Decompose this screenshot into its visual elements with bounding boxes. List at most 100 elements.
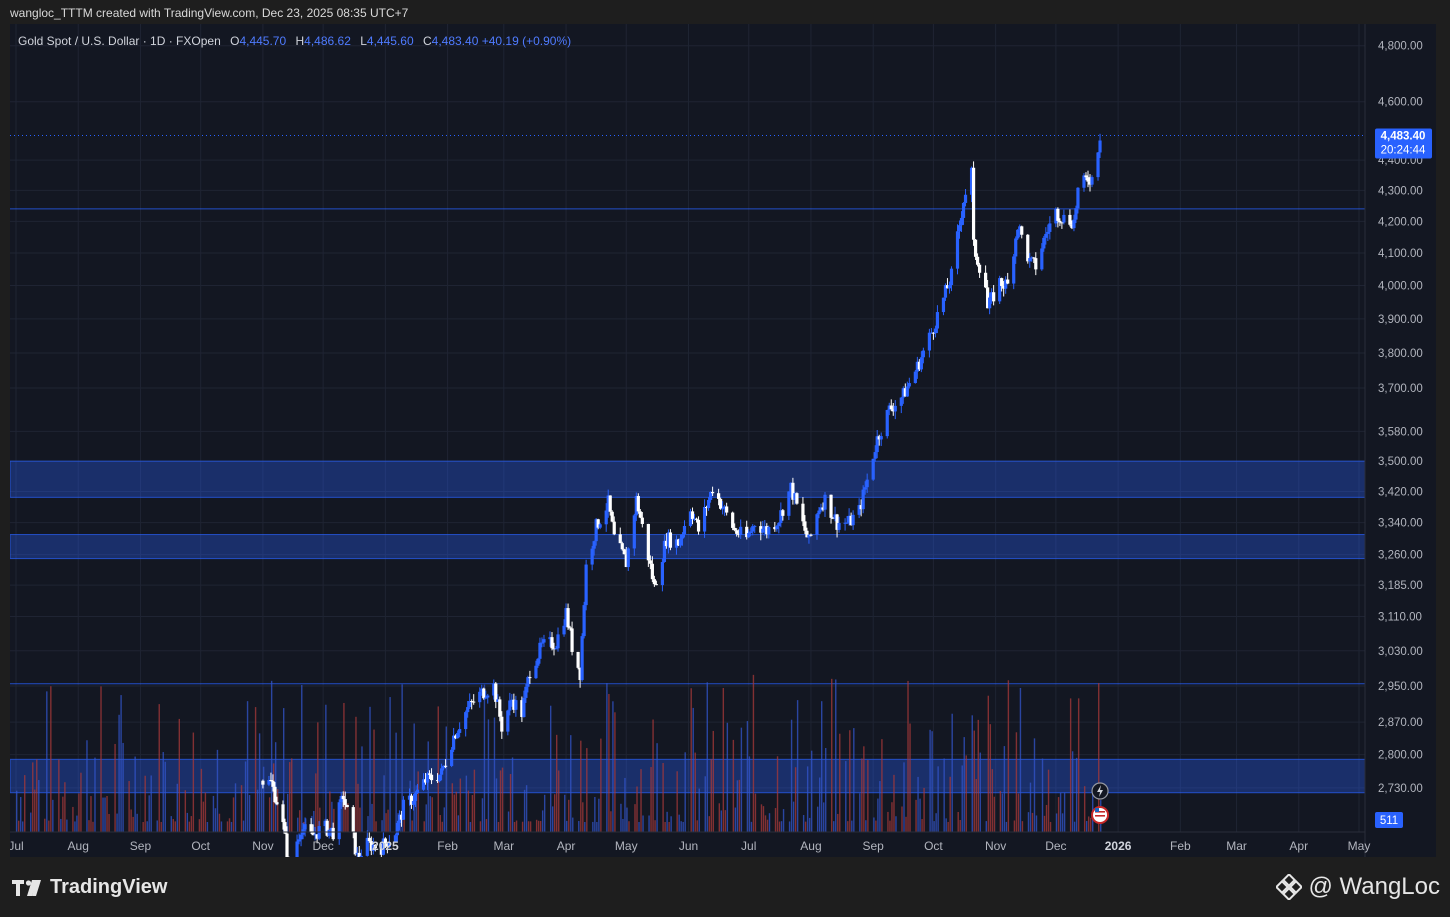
- volume-bar: [122, 742, 124, 832]
- volume-bar: [907, 680, 909, 832]
- candle-body: [454, 735, 458, 739]
- candle-body: [935, 312, 940, 329]
- volume-bar: [66, 819, 68, 832]
- volume-bar: [556, 734, 558, 832]
- volume-bar: [823, 802, 825, 832]
- volume-bar: [554, 794, 556, 832]
- volume-bar: [399, 820, 401, 832]
- volume-bar: [620, 803, 622, 832]
- candle-body: [275, 802, 279, 805]
- volume-bar: [144, 775, 146, 832]
- volume-bar: [170, 816, 172, 832]
- countdown-value: 20:24:44: [1381, 144, 1426, 156]
- volume-bar: [680, 821, 682, 832]
- volume-bar: [471, 795, 474, 832]
- volume-bar: [355, 716, 357, 832]
- volume-bar: [401, 684, 403, 832]
- y-tick-label: 3,500.00: [1378, 456, 1423, 468]
- candle-body: [891, 409, 895, 412]
- volume-bar: [1001, 793, 1004, 832]
- candle-body: [365, 837, 369, 856]
- volume-bar: [184, 790, 187, 832]
- volume-bar: [594, 796, 596, 832]
- candle-body: [540, 642, 544, 644]
- volume-bar: [425, 804, 427, 832]
- volume-bar: [628, 821, 630, 832]
- volume-bar: [228, 818, 231, 832]
- candle-body: [865, 479, 869, 488]
- x-tick-label: Dec: [1045, 839, 1066, 853]
- volume-bar: [325, 704, 327, 832]
- candle-body: [749, 531, 753, 533]
- volume-bar: [254, 707, 257, 832]
- candle-body: [437, 774, 442, 782]
- candle-body: [423, 779, 428, 783]
- candle-body: [1062, 214, 1066, 223]
- candle-body: [421, 779, 426, 790]
- volume-bar: [192, 732, 195, 832]
- volume-bar: [808, 817, 811, 832]
- x-tick-label: Feb: [437, 839, 458, 853]
- candle-body: [817, 510, 821, 515]
- volume-bar: [507, 811, 510, 832]
- candle-body: [805, 530, 809, 538]
- candle-body: [295, 841, 299, 857]
- volume-bar: [1077, 698, 1080, 832]
- y-tick-label: 3,800.00: [1378, 348, 1423, 360]
- volume-bar: [636, 786, 638, 832]
- candle-body: [470, 701, 474, 703]
- volume-bar: [44, 818, 46, 832]
- symbol-title: Gold Spot / U.S. Dollar · 1D · FXOpen: [18, 34, 221, 48]
- candle-body: [913, 371, 917, 384]
- candle-body: [369, 841, 373, 851]
- candle-body: [285, 833, 289, 857]
- volume-bar: [608, 693, 610, 832]
- candle-body: [626, 548, 630, 568]
- candle-body: [397, 814, 402, 823]
- volume-bar: [923, 787, 925, 832]
- volume-bar: [539, 821, 542, 832]
- volume-bar: [104, 797, 106, 832]
- volume-bar: [692, 707, 694, 832]
- candle-body: [512, 699, 516, 710]
- volume-bar: [802, 815, 805, 832]
- volume-bar: [654, 820, 656, 832]
- candle-body: [383, 838, 387, 844]
- volume-bar: [1075, 757, 1078, 832]
- candle-body: [281, 804, 285, 823]
- candle-body: [327, 829, 331, 836]
- volume-bar: [178, 718, 181, 832]
- price-chart[interactable]: 4,800.004,600.004,400.004,300.004,200.00…: [10, 24, 1436, 857]
- chart-frame[interactable]: 4,800.00 4,600.00 4,400.00 4,300.00 4,200.00…: [10, 24, 1436, 857]
- volume-bar: [64, 782, 66, 832]
- candle-body: [871, 458, 875, 480]
- volume-bar: [331, 801, 333, 832]
- candle-body: [957, 225, 962, 232]
- volume-bar: [1092, 787, 1094, 832]
- candle-body: [580, 636, 584, 680]
- candle-body: [303, 824, 307, 830]
- candle-body: [407, 795, 412, 800]
- tradingview-logo[interactable]: TradingView: [12, 876, 167, 899]
- volume-bar: [568, 799, 570, 832]
- volume-bar: [889, 820, 891, 832]
- volume-bar: [499, 770, 502, 832]
- close-label: C: [422, 34, 432, 48]
- candle-body: [552, 648, 556, 650]
- volume-bar: [652, 719, 654, 832]
- candle-body: [885, 410, 889, 437]
- candle-body: [929, 332, 934, 334]
- volume-bar: [1033, 738, 1036, 832]
- volume-bar: [989, 724, 992, 832]
- volume-bar: [1005, 821, 1008, 832]
- y-tick-label: 2,870.00: [1378, 717, 1423, 729]
- candle-body: [941, 297, 946, 313]
- candle-body: [1082, 175, 1086, 188]
- volume-bar: [333, 808, 335, 832]
- candle-body: [522, 697, 526, 717]
- volume-bar: [50, 686, 52, 832]
- candle-body: [267, 780, 271, 785]
- volume-bar: [417, 771, 419, 832]
- volume-bar: [24, 775, 26, 832]
- candle-body: [399, 814, 404, 820]
